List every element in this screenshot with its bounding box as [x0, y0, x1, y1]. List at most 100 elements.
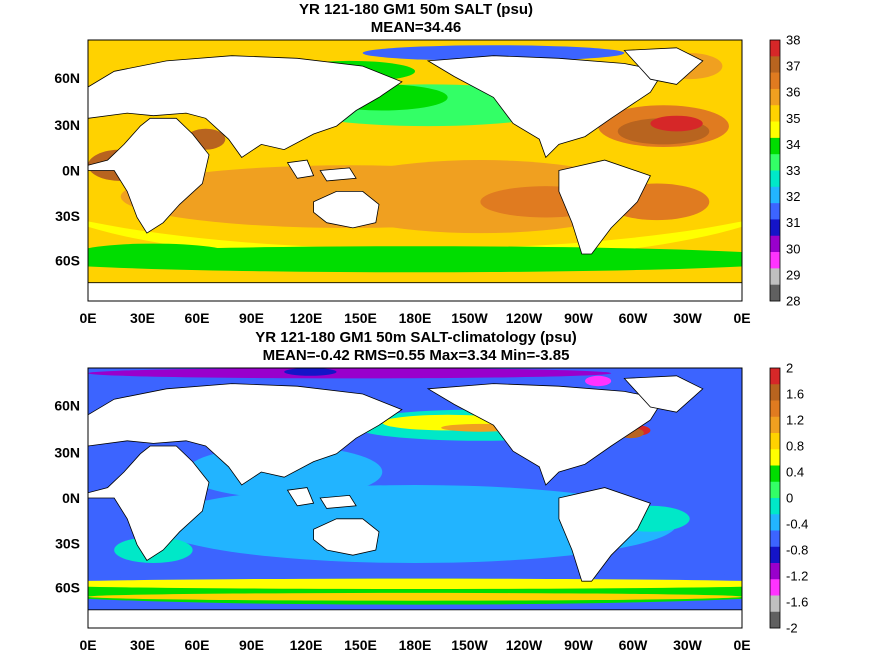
colorbar-segment [770, 137, 780, 155]
colorbar-segment [770, 235, 780, 253]
colorbar-tick-label: 28 [786, 294, 800, 309]
colorbar-segment [770, 530, 780, 548]
x-tick-label: 30W [673, 637, 703, 653]
colorbar-segment [770, 284, 780, 302]
x-tick-label: 90E [239, 310, 264, 326]
panel-salt-anomaly: YR 121-180 GM1 50m SALT-climatology (psu… [54, 329, 808, 653]
x-tick-label: 150W [451, 310, 488, 326]
x-tick-label: 30W [673, 310, 703, 326]
landmass [88, 445, 210, 561]
landmass [286, 159, 315, 179]
x-tick-label: 90W [564, 637, 594, 653]
colorbar-segment [770, 546, 780, 564]
colorbar-tick-label: 38 [786, 33, 800, 48]
x-tick-label: 150W [451, 637, 488, 653]
field-contour [650, 115, 703, 132]
landmass [558, 487, 651, 582]
map-field [88, 40, 742, 301]
colorbar-segment [770, 465, 780, 483]
field-contour [88, 578, 742, 589]
x-tick-label: 30E [130, 637, 155, 653]
landmass [558, 159, 651, 255]
x-axis-ticks: 0E 30E 60E 90E 120E 150E 180E 150W 120W 90W 60W 30W… [79, 637, 750, 653]
colorbar-segment [770, 433, 780, 450]
x-tick-label: 0E [79, 310, 96, 326]
y-tick-label: 0N [62, 163, 80, 179]
colorbar-segment [770, 563, 780, 580]
y-axis-ticks: 60N 30N 0N 30S 60S [54, 70, 80, 269]
colorbar-tick-label: 0.8 [786, 439, 804, 454]
x-tick-label: 60E [185, 637, 210, 653]
x-tick-label: 120E [290, 637, 323, 653]
colorbar-segment [770, 481, 780, 499]
field-contour [88, 243, 232, 265]
y-tick-label: 60N [54, 398, 80, 414]
colorbar-segment [770, 219, 780, 237]
x-axis-ticks: 0E 30E 60E 90E 120E 150E 180E 150W 120W 90W 60W 30W… [79, 310, 750, 326]
colorbar-tick-label: 2 [786, 361, 793, 376]
colorbar-segment [770, 88, 780, 106]
x-tick-label: 60W [619, 637, 649, 653]
plot-frame [87, 39, 743, 302]
x-tick-label: 90E [239, 637, 264, 653]
colorbar-segment [770, 203, 780, 220]
colorbar-segment [770, 56, 780, 73]
landmass [313, 518, 380, 556]
chart-subtitle: MEAN=34.46 [371, 19, 461, 36]
colorbar-tick-label: 32 [786, 189, 800, 204]
landmass [623, 375, 704, 413]
x-tick-label: 0E [79, 637, 96, 653]
colorbar-tick-label: 33 [786, 163, 800, 178]
landmass [623, 47, 704, 85]
colorbar-segment [770, 514, 780, 531]
colorbar-tick-label: 35 [786, 111, 800, 126]
x-tick-label: 180E [399, 310, 432, 326]
y-tick-label: 30N [54, 445, 80, 461]
field-contour [585, 375, 612, 387]
field-contour [153, 485, 677, 563]
x-tick-label: 30E [130, 310, 155, 326]
colorbar-segment [770, 579, 780, 596]
y-tick-label: 30S [55, 208, 80, 224]
colorbar-tick-label: -0.8 [786, 543, 808, 558]
landmass [88, 117, 210, 234]
field-contour [362, 45, 625, 61]
colorbar-tick-label: 30 [786, 241, 800, 256]
colorbar-segment [770, 105, 780, 122]
x-tick-label: 0E [733, 637, 750, 653]
colorbar-tick-label: 31 [786, 215, 800, 230]
field-contour [88, 246, 742, 273]
colorbar-tick-label: 0 [786, 491, 793, 506]
landmass [319, 167, 357, 182]
landmass [426, 55, 665, 159]
colorbar-tick-label: 29 [786, 267, 800, 282]
landmass [88, 383, 403, 486]
x-tick-label: 150E [344, 310, 377, 326]
colorbar-tick-label: 36 [786, 85, 800, 100]
colorbar-segment [770, 72, 780, 90]
landmass [426, 383, 665, 486]
field-contour [88, 592, 742, 601]
chart-subtitle: MEAN=-0.42 RMS=0.55 Max=3.34 Min=-3.85 [263, 347, 570, 364]
colorbar-tick-label: 1.6 [786, 387, 804, 402]
y-tick-label: 60N [54, 70, 80, 86]
field-contour [88, 368, 612, 379]
colorbar-tick-label: 37 [786, 59, 800, 74]
colorbar-tick-label: 0.4 [786, 465, 804, 480]
field-contour [284, 368, 337, 376]
colorbar-segment [770, 170, 780, 188]
colorbar-segment [770, 40, 780, 57]
plot-frame [87, 367, 743, 629]
x-tick-label: 120E [290, 310, 323, 326]
colorbar-segment [770, 154, 780, 171]
y-axis-ticks: 60N 30N 0N 30S 60S [54, 398, 80, 596]
colorbar-segment [770, 268, 780, 285]
y-tick-label: 60S [55, 580, 80, 596]
landmass [319, 494, 357, 509]
colorbar-segment [770, 416, 780, 434]
colorbar-tick-label: -1.2 [786, 569, 808, 584]
colorbar-tick-label: -0.4 [786, 517, 808, 532]
colorbar-segment [770, 595, 780, 613]
landmass [88, 55, 403, 158]
